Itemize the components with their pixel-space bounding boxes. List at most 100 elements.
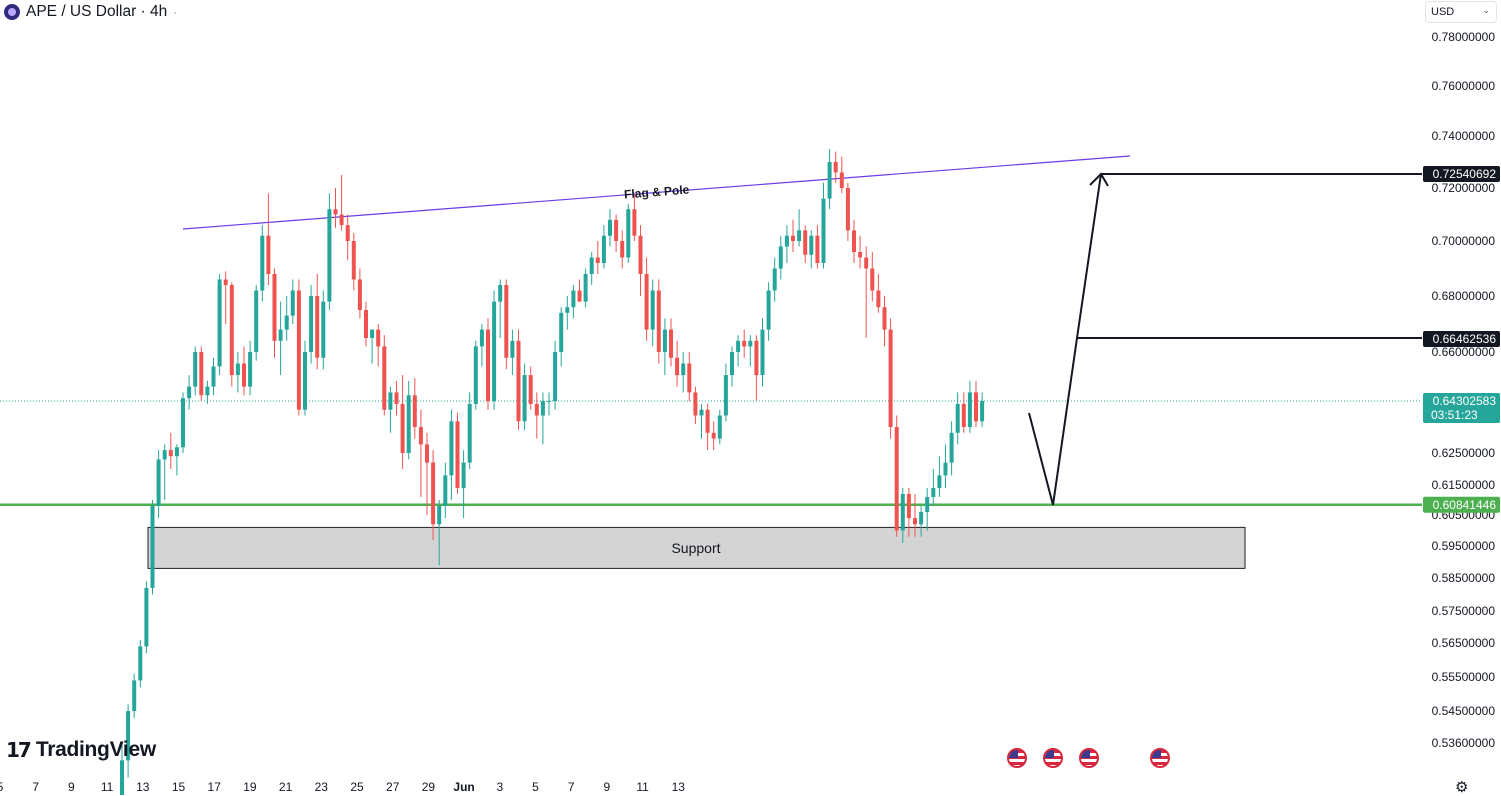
price-label-value: 0.72540692	[1433, 167, 1497, 181]
candle	[394, 380, 399, 416]
candle-body	[120, 760, 124, 795]
y-tick-label: 0.55500000	[1432, 670, 1496, 684]
candle	[754, 335, 759, 402]
candle-body	[229, 285, 234, 376]
x-tick-label: 11	[101, 780, 114, 794]
candle-body	[644, 274, 649, 330]
candle-body	[864, 257, 869, 269]
candle	[449, 409, 454, 500]
candle-body	[199, 352, 204, 396]
candle	[388, 386, 393, 433]
x-tick-label: 25	[350, 780, 364, 794]
candle-body	[870, 268, 875, 291]
candle-body	[266, 235, 271, 274]
candle-body	[357, 279, 362, 310]
candle	[510, 329, 515, 376]
us-flag-icon[interactable]	[1007, 748, 1027, 768]
candle	[730, 346, 734, 387]
candle	[662, 318, 667, 376]
price-label-value: 0.64302583	[1433, 394, 1497, 408]
candle	[473, 340, 478, 410]
candle-body	[833, 162, 838, 173]
candle	[577, 279, 582, 302]
candle	[516, 329, 521, 430]
candle-body	[431, 462, 436, 525]
y-tick-label: 0.57500000	[1432, 604, 1496, 618]
candle-body	[437, 506, 442, 525]
candle-body	[967, 392, 972, 428]
candle	[205, 380, 210, 404]
symbol-header[interactable]: APE / US Dollar · 4h ·	[4, 2, 177, 22]
currency-selector[interactable]: USD ⌄	[1425, 1, 1497, 23]
candle-body	[754, 340, 759, 376]
candle-body	[461, 462, 466, 488]
candle-body	[388, 392, 393, 410]
x-tick-label: 3	[496, 780, 503, 794]
candle-body	[309, 296, 314, 352]
candle	[821, 182, 826, 269]
candle	[211, 357, 216, 396]
y-tick-label: 0.72000000	[1432, 181, 1496, 195]
candle-body	[675, 357, 680, 376]
candle-body	[260, 235, 265, 291]
price-label-countdown: 03:51:23	[1431, 408, 1478, 422]
candle-body	[845, 188, 850, 231]
us-flag-icon[interactable]	[1150, 748, 1170, 768]
candle-body	[132, 680, 137, 711]
candle-body	[699, 409, 704, 416]
candle-body	[809, 235, 814, 255]
candle-body	[766, 290, 771, 330]
candle	[858, 235, 863, 269]
candle-body	[321, 301, 326, 358]
candle-body	[583, 274, 588, 302]
tradingview-logo[interactable]: 17 TradingView	[6, 738, 156, 762]
candle-body	[888, 329, 893, 428]
candle-body	[858, 252, 863, 258]
candle	[266, 193, 271, 285]
x-tick-label: 5	[0, 780, 4, 794]
candle	[156, 450, 161, 519]
candle	[370, 329, 375, 364]
price-label-value: 0.60841446	[1433, 498, 1497, 512]
candle-body	[144, 587, 149, 647]
candle-body	[614, 219, 619, 241]
candle-body	[815, 235, 820, 263]
candle	[742, 329, 747, 358]
candle	[260, 225, 265, 302]
currency-label: USD	[1431, 6, 1455, 18]
x-tick-label: 7	[32, 780, 39, 794]
price-label-value: 0.66462536	[1433, 332, 1497, 346]
candle	[833, 151, 838, 183]
candle-body	[315, 296, 320, 358]
candle-body	[467, 403, 472, 463]
logo-text: TradingView	[35, 738, 156, 761]
y-tick-label: 0.66000000	[1432, 345, 1496, 359]
symbol-title[interactable]: APE / US Dollar · 4h	[26, 3, 168, 20]
us-flag-icon[interactable]	[1043, 748, 1063, 768]
candle	[656, 279, 661, 364]
y-tick-label: 0.70000000	[1432, 234, 1496, 248]
candle-body	[339, 214, 344, 226]
candle-body	[449, 421, 454, 476]
candle	[839, 156, 844, 194]
candle-body	[839, 172, 844, 188]
candle-body	[937, 475, 942, 488]
us-flag-icon[interactable]	[1079, 748, 1099, 768]
settings-gear-icon[interactable]: ⚙	[1455, 778, 1469, 796]
y-tick-label: 0.78000000	[1432, 30, 1496, 44]
candle-body	[943, 462, 948, 476]
candle-body	[235, 363, 240, 376]
x-tick-label: 9	[68, 780, 75, 794]
candle	[400, 375, 405, 469]
candle	[632, 193, 637, 241]
candle-body	[577, 290, 582, 302]
candle	[290, 279, 295, 324]
candle-body	[504, 285, 509, 358]
candle	[187, 375, 192, 410]
candle	[437, 500, 442, 566]
candle-body	[553, 352, 558, 402]
candle	[345, 214, 350, 261]
y-tick-label: 0.58500000	[1432, 571, 1496, 585]
candle	[589, 252, 594, 285]
